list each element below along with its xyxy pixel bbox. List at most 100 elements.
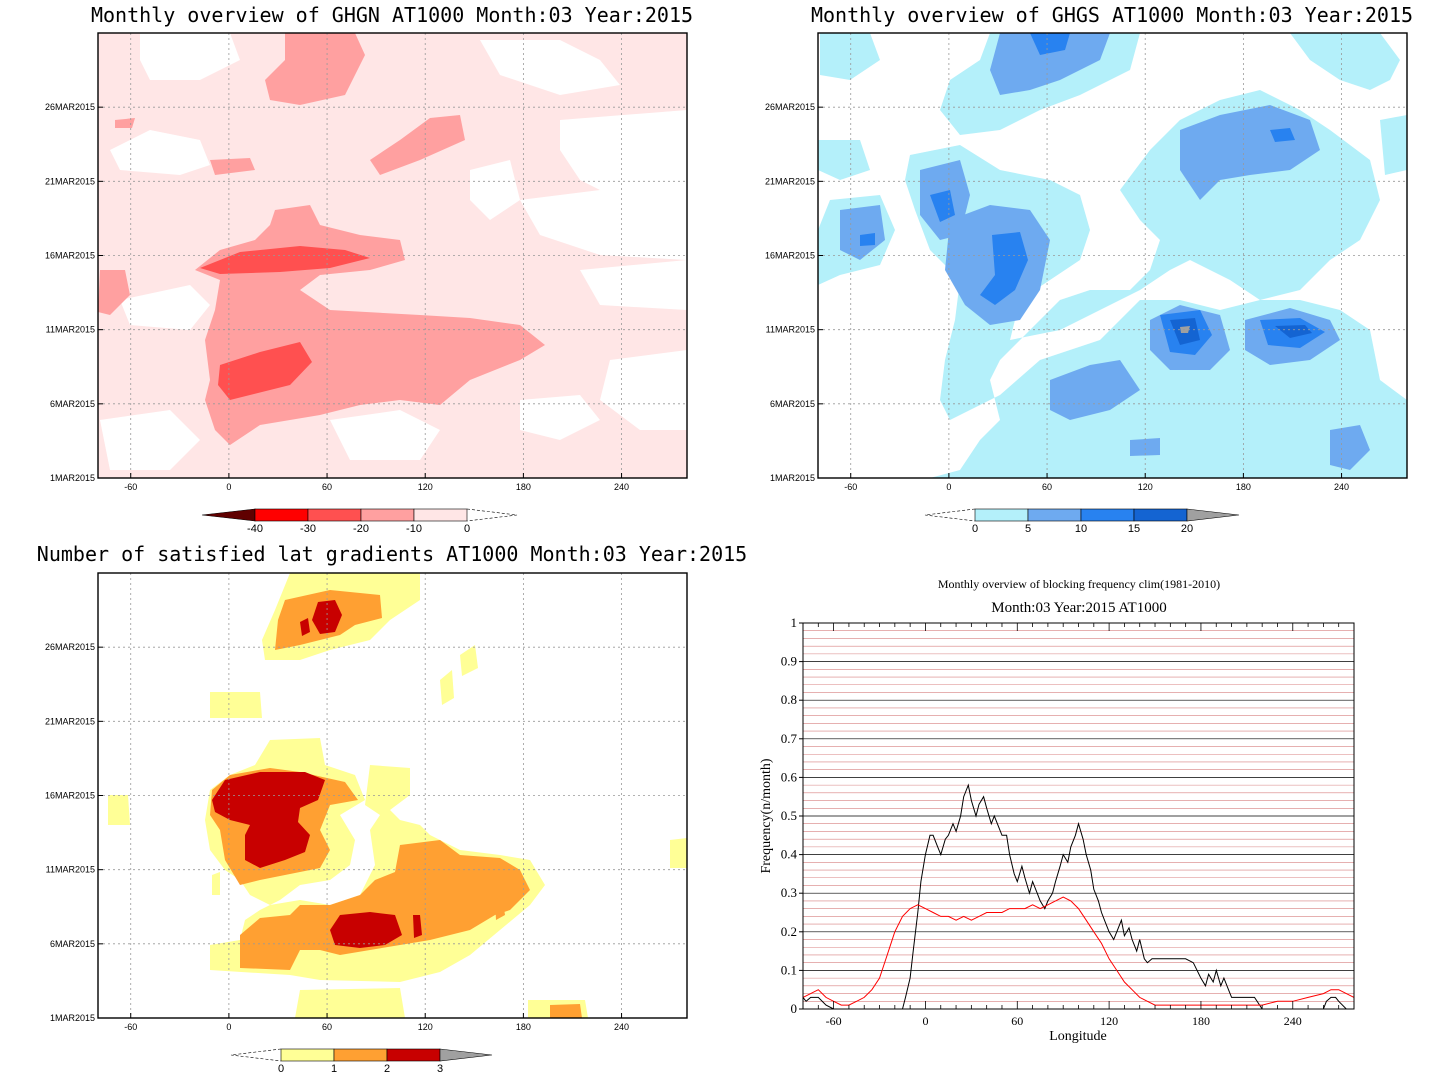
panel-ghgs: Monthly overview of GHGS AT1000 Month:03… — [765, 3, 1413, 535]
x-tick-label: -60 — [826, 1014, 842, 1028]
colorbar-segment — [1027, 508, 1082, 522]
frequency-series — [802, 783, 1355, 1010]
y-tick-label: 6MAR2015 — [770, 399, 815, 409]
ghgn-white-patch — [520, 395, 600, 440]
x-tick-label: -60 — [844, 482, 857, 492]
y-tick-label: 6MAR2015 — [50, 399, 95, 409]
y-tick-label: 26MAR2015 — [45, 102, 95, 112]
ghgs-level-2 — [990, 33, 1110, 95]
x-tick-label: 0 — [226, 482, 231, 492]
x-tick-label: 120 — [1100, 1014, 1118, 1028]
gradients-level-1 — [460, 645, 478, 676]
gradients-level-3 — [312, 600, 342, 634]
y-tick-label: 0.4 — [781, 847, 798, 862]
y-tick-label: 0.2 — [781, 924, 797, 939]
ghgn-level-1 — [370, 115, 465, 175]
ghgs-level-3 — [980, 232, 1028, 305]
colorbar-segment — [360, 508, 415, 522]
colorbar-segment — [1133, 508, 1188, 522]
y-tick-label: 16MAR2015 — [45, 791, 95, 801]
colorbar-extend-low — [201, 508, 256, 522]
ghgn-white-patch — [580, 260, 687, 310]
ghgn-white-patch — [120, 285, 210, 330]
y-tick-label: 0.6 — [781, 769, 798, 784]
ghgn-white-patch — [470, 160, 520, 220]
ghgn-level-1 — [115, 118, 135, 128]
colorbar-label: -10 — [406, 523, 422, 535]
ghgs-level-1 — [905, 90, 1407, 478]
colorbar-label: 1 — [331, 1063, 337, 1075]
colorbar-segment — [280, 1048, 335, 1062]
panel-gradients: Number of satisfied lat gradients AT1000… — [37, 542, 747, 1075]
ghgn-level-1 — [210, 158, 255, 175]
colorbar-segment — [333, 1048, 388, 1062]
colorbar-extend-low — [924, 508, 976, 522]
ghgn-white-patch — [100, 410, 200, 470]
frequency-grid — [803, 630, 1354, 1002]
x-tick-label: 240 — [614, 1022, 629, 1032]
x-tick-label: 60 — [1011, 1014, 1023, 1028]
x-tick-label: 60 — [322, 1022, 332, 1032]
ghgn-level-1 — [265, 33, 365, 105]
colorbar-label: -20 — [353, 523, 369, 535]
colorbar-label: 0 — [278, 1063, 284, 1075]
gradients-level-1 — [210, 692, 262, 718]
colorbar-label: 20 — [1181, 523, 1193, 535]
colorbar-label: 5 — [1025, 523, 1031, 535]
x-tick-label: 240 — [1284, 1014, 1302, 1028]
colorbar-label: -30 — [300, 523, 316, 535]
ghgn-level-2 — [200, 246, 370, 274]
series-line-black — [802, 783, 1354, 1010]
y-tick-label: 0.5 — [781, 808, 797, 823]
x-tick-label: 60 — [322, 482, 332, 492]
ghgs-level-1 — [820, 33, 880, 80]
ghgs-level-4 — [1275, 325, 1312, 338]
x-tick-label: 180 — [516, 482, 531, 492]
colorbar-segment — [413, 508, 468, 522]
x-tick-label: 240 — [1334, 482, 1349, 492]
y-tick-label: 26MAR2015 — [45, 642, 95, 652]
colorbar-extend-low — [230, 1048, 282, 1062]
colorbar-segment — [974, 508, 1029, 522]
gradients-level-3 — [330, 912, 402, 948]
ghgs-level-3 — [1270, 128, 1295, 142]
panel-ghgs-title: Monthly overview of GHGS AT1000 Month:03… — [811, 3, 1413, 27]
ghgn-level-1 — [98, 270, 130, 315]
gradients-level-1 — [440, 670, 454, 705]
colorbar-label: 2 — [384, 1063, 390, 1075]
panel-frequency: Monthly overview of blocking frequency c… — [759, 577, 1355, 1044]
colorbar-label: -40 — [247, 523, 263, 535]
y-tick-label: 1MAR2015 — [770, 473, 815, 483]
x-tick-label: 60 — [1042, 482, 1052, 492]
ghgs-level-2 — [1330, 425, 1370, 470]
ghgn-white-patch — [520, 190, 687, 260]
gradients-level-1 — [295, 988, 405, 1018]
panel-ghgs-grid — [818, 33, 1407, 478]
colorbar-segment — [1080, 508, 1135, 522]
y-tick-label: 21MAR2015 — [45, 176, 95, 186]
ghgn-white-patch — [480, 40, 620, 95]
panel-ghgn-colorbar: -40 -30 -20 -10 0 — [201, 508, 518, 535]
y-tick-label: 0.7 — [781, 731, 798, 746]
gradients-level-1 — [212, 872, 220, 895]
y-tick-label: 1MAR2015 — [50, 1013, 95, 1023]
y-tick-label: 21MAR2015 — [765, 176, 815, 186]
colorbar-extend-high — [1186, 508, 1240, 522]
colorbar-label: 15 — [1128, 523, 1140, 535]
ghgs-level-1 — [1290, 33, 1400, 90]
ghgn-white-patch — [110, 130, 210, 175]
gradients-level-2 — [495, 895, 505, 920]
panel-gradients-title: Number of satisfied lat gradients AT1000… — [37, 542, 747, 566]
frequency-title: Monthly overview of blocking frequency c… — [938, 577, 1220, 591]
y-tick-label: 0 — [791, 1001, 798, 1016]
ghgs-level-1 — [1380, 115, 1407, 175]
colorbar-extend-high — [466, 508, 518, 522]
x-tick-label: -60 — [124, 1022, 137, 1032]
series-line-red — [802, 896, 1355, 1006]
x-tick-label: 0 — [922, 1014, 928, 1028]
colorbar-segment — [254, 508, 309, 522]
panel-ghgs-colorbar: 0 5 10 15 20 — [924, 508, 1240, 535]
y-tick-label: 11MAR2015 — [766, 325, 815, 335]
ghgn-white-patch — [330, 410, 440, 460]
